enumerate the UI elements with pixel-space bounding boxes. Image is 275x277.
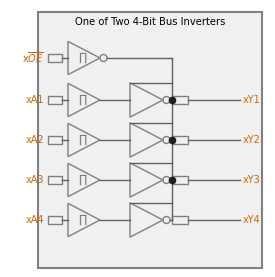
Text: $\it{∏}$: $\it{∏}$: [78, 173, 88, 187]
Text: $\it{∏}$: $\it{∏}$: [78, 213, 88, 227]
Text: xY1: xY1: [243, 95, 261, 105]
Bar: [172, 216, 188, 224]
Text: xY3: xY3: [243, 175, 261, 185]
Bar: [48, 136, 62, 144]
Bar: [38, 12, 262, 268]
Bar: [48, 54, 62, 62]
Bar: [48, 96, 62, 104]
Bar: [48, 176, 62, 184]
Text: xA4: xA4: [26, 215, 44, 225]
Bar: [172, 176, 188, 184]
Text: $\it{∏}$: $\it{∏}$: [78, 133, 88, 147]
Bar: [172, 136, 188, 144]
Bar: [172, 96, 188, 104]
Text: xY2: xY2: [243, 135, 261, 145]
Text: $\it{∏}$: $\it{∏}$: [78, 51, 88, 65]
Text: x$\overline{OE}$: x$\overline{OE}$: [22, 51, 44, 65]
Text: $\it{∏}$: $\it{∏}$: [78, 93, 88, 107]
Bar: [48, 216, 62, 224]
Text: xA3: xA3: [26, 175, 44, 185]
Text: xA1: xA1: [26, 95, 44, 105]
Text: xY4: xY4: [243, 215, 261, 225]
Text: xA2: xA2: [25, 135, 44, 145]
Text: One of Two 4-Bit Bus Inverters: One of Two 4-Bit Bus Inverters: [75, 17, 225, 27]
